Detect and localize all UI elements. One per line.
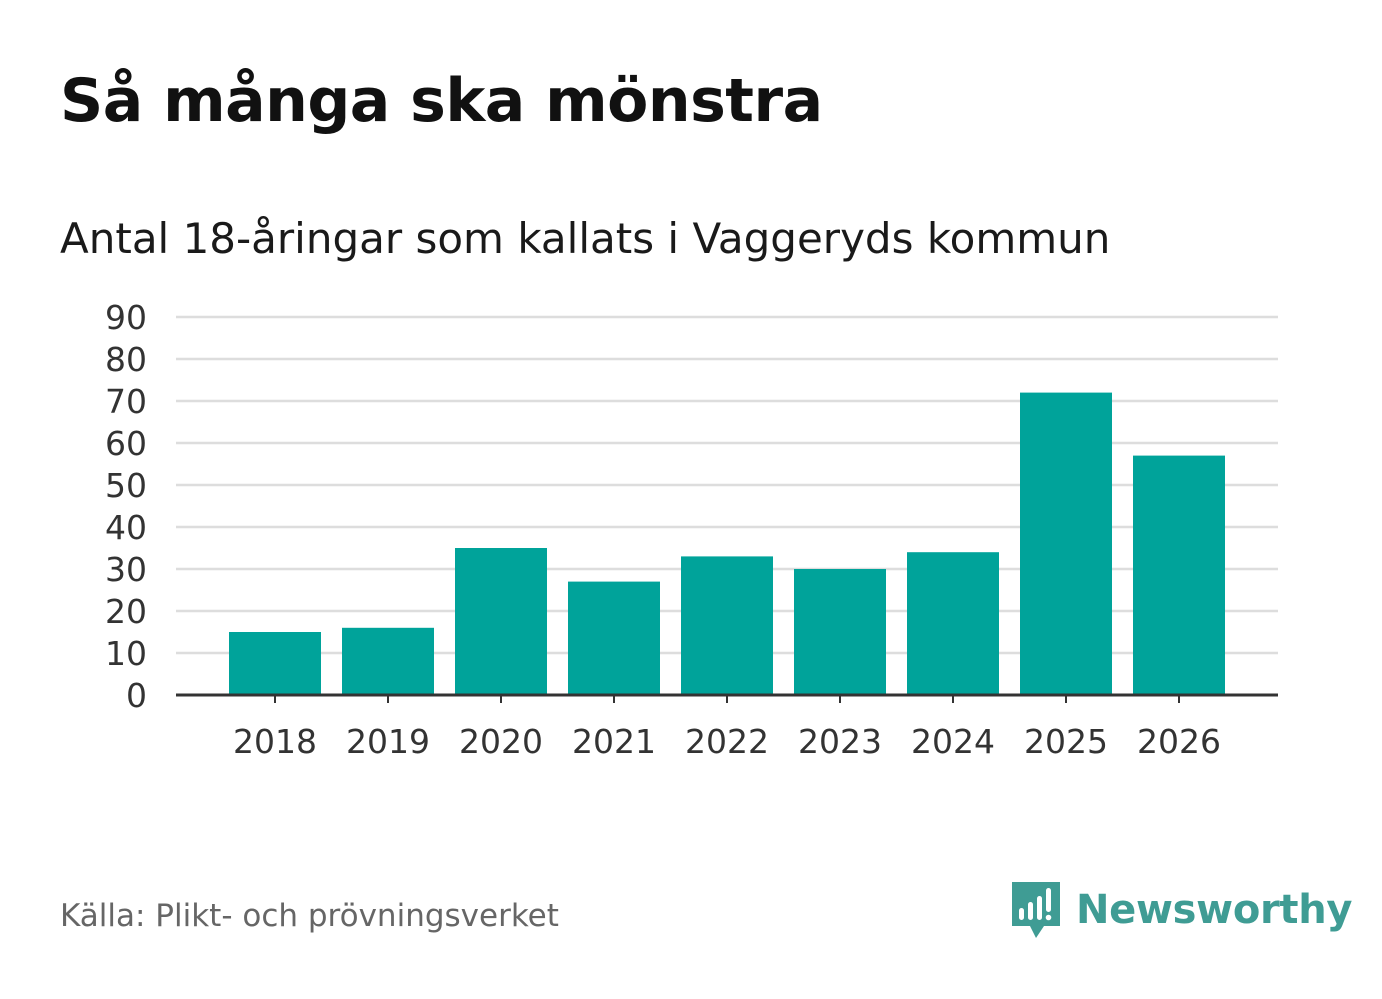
chart-subtitle: Antal 18-åringar som kallats i Vaggeryds… [60, 214, 1111, 263]
x-axis-ticks: 2018 2019 2020 2021 2022 2023 2024 2025 2026 [233, 695, 1221, 761]
bar-2021 [568, 581, 660, 695]
y-tick-label: 70 [105, 382, 147, 421]
bar-2025 [1020, 392, 1112, 695]
y-tick-label: 30 [105, 550, 147, 589]
bars [229, 392, 1225, 695]
chart-title: Så många ska mönstra [60, 66, 823, 136]
bar-2022 [681, 556, 773, 695]
x-tick-label: 2021 [572, 722, 656, 761]
bar-2020 [455, 548, 547, 695]
x-tick-label: 2019 [346, 722, 430, 761]
y-tick-label: 80 [105, 340, 147, 379]
y-tick-label: 60 [105, 424, 147, 463]
x-tick-label: 2022 [685, 722, 769, 761]
newsworthy-chart-icon [1012, 882, 1060, 938]
x-tick-label: 2024 [911, 722, 995, 761]
bar-2024 [907, 552, 999, 695]
y-tick-label: 0 [126, 676, 147, 715]
brand-logo: Newsworthy [1010, 878, 1353, 942]
source-note: Källa: Plikt- och prövningsverket [60, 898, 559, 934]
y-tick-label: 40 [105, 508, 147, 547]
bar-2018 [229, 632, 321, 695]
bar-2019 [342, 627, 434, 695]
bar-2023 [794, 569, 886, 695]
brand-name: Newsworthy [1076, 887, 1353, 933]
bar-2026 [1133, 455, 1225, 695]
x-tick-label: 2025 [1024, 722, 1108, 761]
x-tick-label: 2018 [233, 722, 317, 761]
x-tick-label: 2023 [798, 722, 882, 761]
y-tick-label: 10 [105, 634, 147, 673]
x-tick-label: 2020 [459, 722, 543, 761]
y-tick-label: 50 [105, 466, 147, 505]
x-tick-label: 2026 [1137, 722, 1221, 761]
y-tick-label: 90 [105, 298, 147, 337]
y-tick-label: 20 [105, 592, 147, 631]
